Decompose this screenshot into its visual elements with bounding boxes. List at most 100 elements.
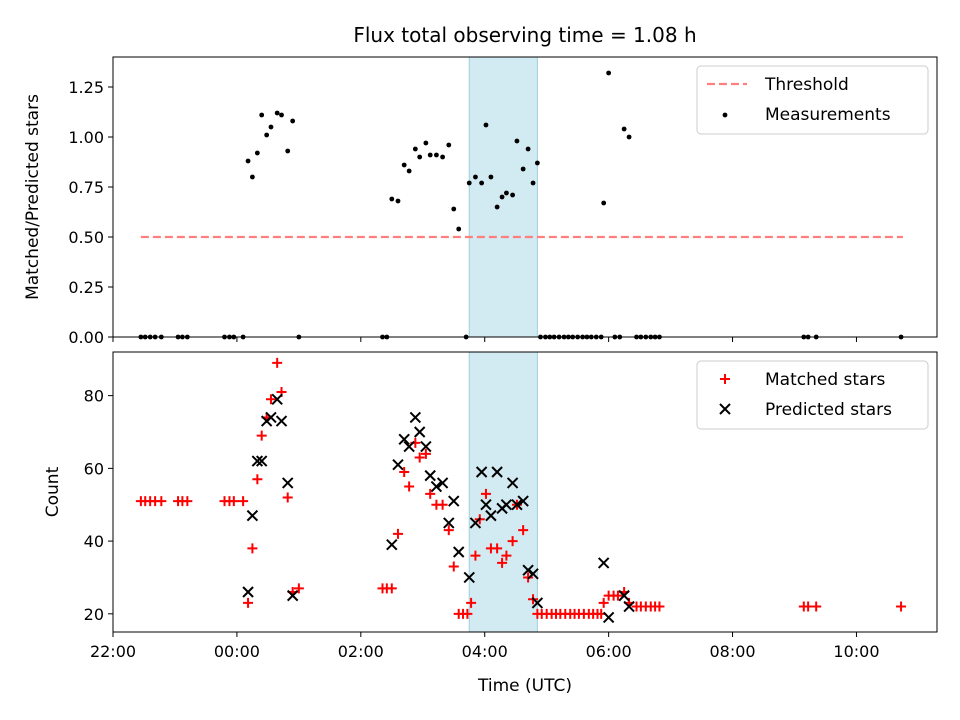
predicted-star-point <box>618 589 630 602</box>
predicted-star-point <box>597 557 610 569</box>
matched-star-point <box>404 481 415 492</box>
legend-label: Matched stars <box>765 370 885 390</box>
measurement-point <box>494 204 500 210</box>
ratio-series <box>138 70 904 340</box>
matched-star-point <box>399 467 410 477</box>
predicted-star-point <box>271 393 283 405</box>
count-series <box>135 357 907 624</box>
measurement-point <box>259 112 265 118</box>
matched-star-point <box>272 357 283 368</box>
predicted-star-point <box>424 469 436 482</box>
measurement-point <box>395 198 401 204</box>
measurement-point <box>510 192 516 198</box>
matched-star-point <box>420 448 431 459</box>
predicted-star-point <box>398 433 410 445</box>
matched-star-point <box>466 597 477 608</box>
measurement-point <box>520 166 526 172</box>
predicted-star-point <box>265 411 277 424</box>
predicted-star-point <box>242 586 254 598</box>
predicted-star-point <box>469 517 482 529</box>
matched-star-point <box>497 557 508 568</box>
matched-star-point <box>448 561 459 572</box>
predicted-star-point <box>443 517 455 529</box>
measurement-point <box>440 154 445 160</box>
x-axis-ticks: 22:00 00:00 02:00 04:00 06:00 08:00 10:00 <box>90 632 880 661</box>
measurement-point <box>254 150 260 156</box>
matched-star-point <box>282 492 293 503</box>
legend-box <box>696 360 929 430</box>
x-tick-label: 02:00 <box>338 642 384 661</box>
predicted-star-point <box>480 499 492 511</box>
plot-frame <box>112 56 938 338</box>
predicted-star-point <box>420 440 432 453</box>
predicted-star-point <box>386 539 398 551</box>
observing-window-highlight <box>468 351 538 633</box>
measurement-point <box>466 180 472 186</box>
predicted-star-point <box>463 571 475 584</box>
measurement-point <box>417 154 423 160</box>
matched-star-point <box>392 528 403 539</box>
legend: Matched stars Predicted stars <box>696 360 929 430</box>
measurement-point <box>473 174 478 180</box>
matched-star-point <box>182 496 193 507</box>
predicted-star-point <box>282 477 294 489</box>
predicted-star-point <box>430 480 443 493</box>
matched-star-point <box>238 496 249 507</box>
y-tick-label: 0.50 <box>68 228 104 247</box>
y-tick-label: 0.00 <box>68 328 104 347</box>
predicted-star-point <box>511 499 523 511</box>
measurement-point <box>626 134 632 140</box>
y-tick-label: 40 <box>84 532 104 551</box>
panel-counts: 20 40 60 80 22:00 00:00 02:00 04:00 06:00 08:00 1… <box>43 351 938 696</box>
predicted-star-point <box>506 477 519 489</box>
measurement-point <box>401 162 407 168</box>
legend-predicted-swatch <box>719 403 731 415</box>
plot-frame <box>112 351 938 633</box>
predicted-star-point <box>602 611 615 624</box>
y-axis-label: Matched/Predicted stars <box>23 94 43 300</box>
matched-star-point <box>443 525 454 536</box>
y-tick-label: 1.00 <box>68 128 104 147</box>
measurement-point <box>488 174 494 180</box>
y-axis-ticks: 0.00 0.25 0.50 0.75 1.00 1.25 <box>68 78 113 347</box>
predicted-star-point <box>527 568 539 580</box>
predicted-star-point <box>436 477 449 489</box>
y-tick-label: 80 <box>84 387 104 406</box>
legend-label: Predicted stars <box>765 400 892 420</box>
measurement-point <box>514 138 520 144</box>
y-tick-label: 1.25 <box>68 78 104 97</box>
predicted-star-point <box>251 455 264 467</box>
y-tick-label: 0.75 <box>68 178 104 197</box>
predicted-star-point <box>392 459 404 471</box>
matched-star-point <box>598 597 609 608</box>
matched-star-point <box>507 536 518 547</box>
matched-star-point <box>425 488 436 499</box>
legend-label: Threshold <box>764 75 849 95</box>
predicted-star-point <box>491 466 503 478</box>
predicted-star-point <box>275 415 288 427</box>
measurement-point <box>290 118 296 124</box>
y-axis-label: Count <box>43 466 63 517</box>
measurement-point <box>479 180 485 186</box>
x-axis-label: Time (UTC) <box>477 676 572 696</box>
legend-matched-swatch <box>720 374 730 384</box>
predicted-star-point <box>485 509 497 522</box>
measurement-point <box>534 160 540 166</box>
measurement-point <box>525 146 531 152</box>
measurement-point <box>483 122 489 128</box>
legend-measurement-swatch <box>722 112 728 118</box>
matched-star-point <box>386 583 397 594</box>
legend-box <box>696 65 929 135</box>
y-tick-label: 0.25 <box>68 278 104 297</box>
x-tick-label: 08:00 <box>709 642 755 661</box>
x-tick-label: 00:00 <box>214 642 260 661</box>
predicted-star-point <box>255 455 268 467</box>
y-tick-label: 60 <box>84 459 104 478</box>
x-axis-ticks <box>112 337 857 342</box>
x-tick-label: 06:00 <box>586 642 632 661</box>
matched-star-point <box>293 583 304 594</box>
measurement-point <box>406 168 412 174</box>
measurement-point <box>504 190 509 196</box>
matched-star-point <box>501 550 512 561</box>
